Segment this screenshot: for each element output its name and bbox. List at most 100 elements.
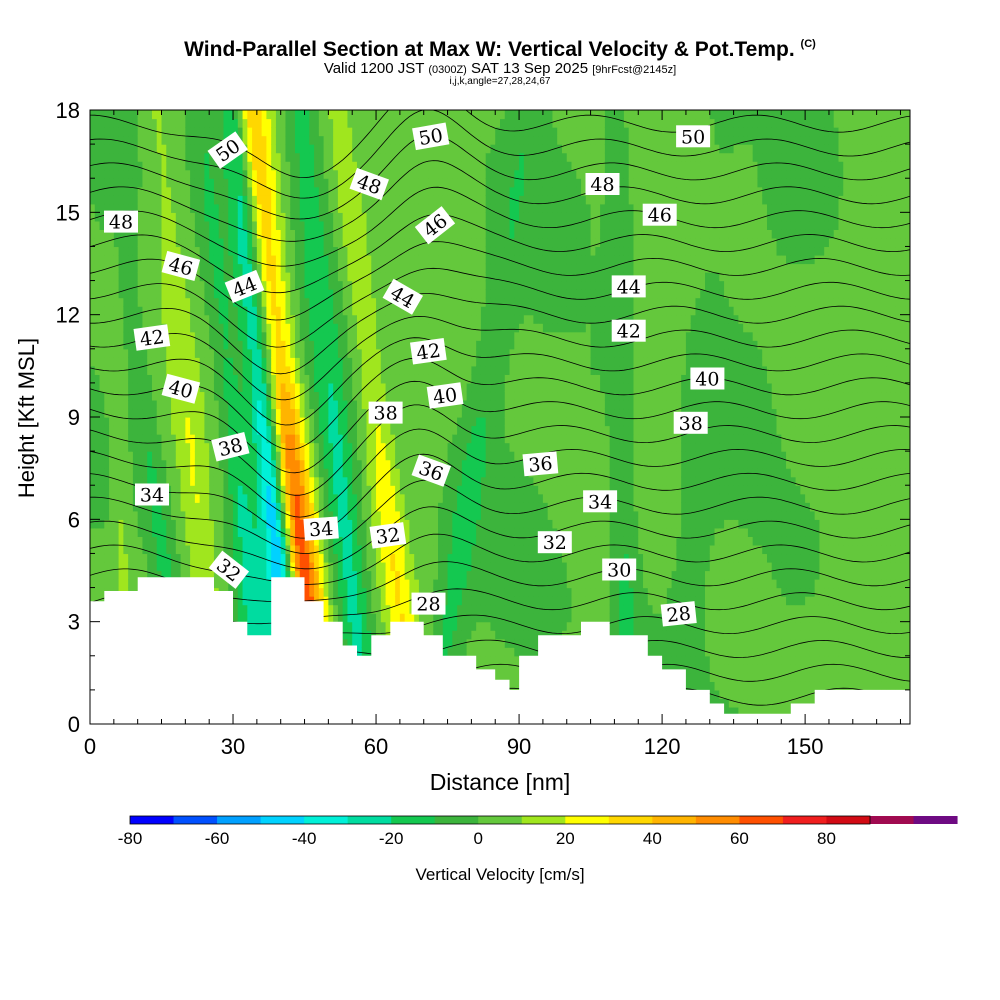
- velocity-cell: [366, 357, 372, 367]
- velocity-cell: [247, 110, 253, 120]
- velocity-cell: [256, 323, 263, 333]
- velocity-cell: [361, 647, 368, 657]
- velocity-cell: [380, 561, 387, 572]
- velocity-cell: [180, 195, 186, 205]
- velocity-cell: [151, 527, 158, 537]
- velocity-cell: [376, 357, 382, 367]
- velocity-cell: [304, 203, 310, 213]
- velocity-cell: [137, 502, 144, 512]
- velocity-cell: [395, 382, 401, 393]
- velocity-cell: [204, 459, 210, 469]
- velocity-cell: [118, 408, 124, 418]
- velocity-cell: [285, 408, 291, 418]
- velocity-cell: [109, 561, 115, 572]
- velocity-cell: [113, 280, 120, 290]
- velocity-cell: [190, 323, 196, 333]
- velocity-cell: [304, 442, 310, 452]
- velocity-cell: [342, 544, 349, 555]
- velocity-cell: [323, 237, 329, 248]
- velocity-cell: [328, 340, 334, 350]
- velocity-cell: [323, 127, 329, 137]
- velocity-cell: [171, 459, 177, 469]
- velocity-cell: [414, 417, 420, 427]
- velocity-cell: [304, 357, 310, 367]
- velocity-cell: [366, 297, 372, 307]
- velocity-cell: [280, 323, 287, 333]
- velocity-cell: [361, 254, 368, 265]
- velocity-cell: [295, 263, 301, 273]
- velocity-cell: [323, 178, 329, 188]
- velocity-cell: [271, 374, 277, 384]
- velocity-cell: [352, 135, 358, 145]
- velocity-cell: [290, 203, 296, 213]
- velocity-cell: [233, 502, 239, 512]
- velocity-cell: [118, 502, 124, 512]
- velocity-cell: [166, 502, 172, 512]
- velocity-cell: [190, 220, 196, 230]
- velocity-cell: [113, 144, 120, 154]
- velocity-cell: [247, 195, 253, 205]
- velocity-cell: [352, 408, 358, 418]
- velocity-cell: [180, 169, 186, 179]
- velocity-cell: [414, 118, 420, 128]
- velocity-cell: [252, 408, 258, 418]
- velocity-cell: [204, 340, 210, 350]
- velocity-cell: [132, 544, 139, 555]
- velocity-cell: [280, 348, 287, 358]
- velocity-cell: [333, 382, 339, 393]
- velocity-cell: [314, 297, 320, 307]
- velocity-cell: [271, 272, 277, 282]
- velocity-cell: [328, 510, 334, 520]
- velocity-cell: [242, 195, 248, 205]
- velocity-cell: [218, 399, 225, 410]
- velocity-cell: [299, 493, 306, 503]
- velocity-cell: [180, 161, 186, 171]
- velocity-cell: [266, 468, 272, 478]
- velocity-cell: [356, 348, 363, 358]
- velocity-cell: [342, 638, 349, 648]
- velocity-cell: [128, 510, 134, 520]
- velocity-cell: [213, 468, 220, 478]
- velocity-cell: [399, 604, 406, 614]
- velocity-cell: [356, 382, 363, 393]
- velocity-cell: [390, 186, 396, 196]
- velocity-cell: [318, 254, 325, 265]
- velocity-cell: [380, 621, 387, 631]
- velocity-cell: [256, 127, 263, 137]
- velocity-cell: [142, 544, 148, 555]
- velocity-cell: [252, 579, 258, 589]
- velocity-cell: [323, 297, 329, 307]
- velocity-cell: [299, 229, 306, 239]
- velocity-cell: [371, 604, 377, 614]
- velocity-cell: [399, 186, 406, 196]
- velocity-cell: [409, 417, 415, 427]
- velocity-cell: [90, 570, 96, 580]
- velocity-cell: [209, 425, 215, 435]
- velocity-cell: [290, 212, 296, 222]
- velocity-cell: [118, 246, 124, 256]
- velocity-cell: [390, 425, 396, 435]
- velocity-cell: [118, 451, 124, 461]
- velocity-cell: [171, 178, 177, 188]
- velocity-cell: [166, 220, 172, 230]
- velocity-cell: [295, 365, 301, 375]
- velocity-cell: [199, 485, 206, 495]
- velocity-cell: [299, 135, 306, 145]
- velocity-cell: [304, 374, 310, 384]
- velocity-cell: [147, 536, 153, 546]
- velocity-cell: [137, 212, 144, 222]
- velocity-cell: [395, 161, 401, 171]
- velocity-cell: [132, 169, 139, 179]
- velocity-cell: [213, 289, 220, 299]
- velocity-cell: [290, 561, 296, 572]
- velocity-cell: [228, 331, 234, 341]
- velocity-cell: [342, 527, 349, 537]
- velocity-cell: [404, 391, 411, 401]
- velocity-cell: [309, 195, 315, 205]
- velocity-cell: [137, 263, 144, 273]
- subtitle-date: SAT 13 Sep 2025: [471, 60, 589, 77]
- velocity-cell: [271, 237, 277, 248]
- velocity-cell: [252, 536, 258, 546]
- velocity-cell: [252, 220, 258, 230]
- velocity-cell: [271, 289, 277, 299]
